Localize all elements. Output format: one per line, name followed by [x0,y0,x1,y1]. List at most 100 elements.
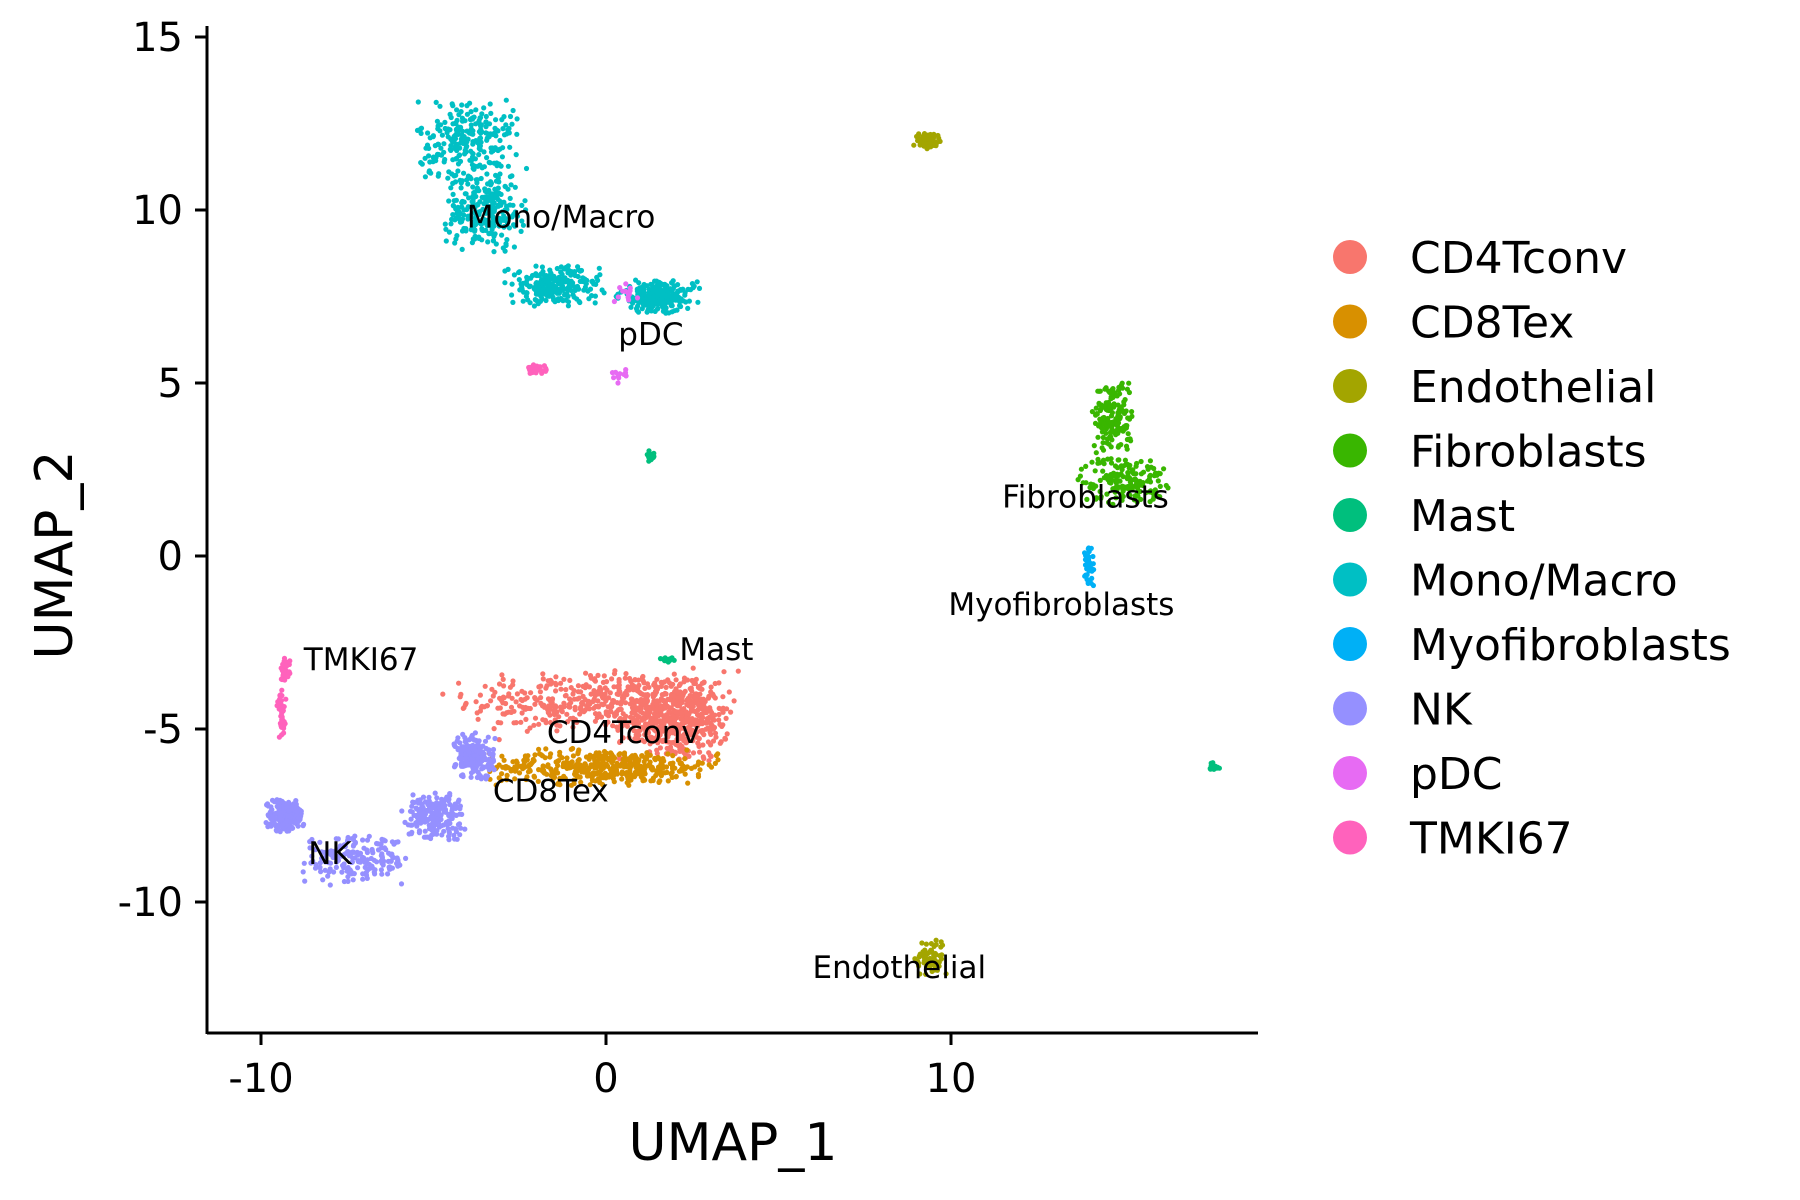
data-point [706,750,712,756]
data-point [443,226,449,232]
data-point [482,218,488,224]
data-point [357,850,363,856]
data-point [654,306,661,312]
data-point [540,763,546,769]
data-point [684,747,690,753]
data-point [675,727,681,733]
data-point [553,674,559,680]
data-point [722,736,729,742]
data-point [524,274,530,280]
data-point [278,708,285,714]
data-point [483,194,489,200]
data-point [558,680,564,686]
data-point [574,719,580,726]
data-point [644,692,651,698]
data-point [647,759,653,765]
data-point [459,759,465,766]
data-point [596,265,602,271]
data-point [1113,416,1119,422]
data-point [443,238,449,244]
y-tick-label: -5 [143,707,183,753]
data-point [1129,409,1135,415]
data-point [1150,490,1157,496]
data-point [378,858,385,864]
data-point [671,283,678,289]
data-point [649,303,655,310]
data-point [593,763,599,769]
data-point [432,790,438,796]
data-point [279,693,285,699]
data-point [623,671,629,677]
data-point [685,305,691,311]
data-point [1101,421,1107,427]
data-point [491,223,497,229]
data-point [445,134,451,140]
data-point [1100,426,1106,432]
data-point [1120,385,1126,391]
data-point [408,822,414,828]
data-point [422,174,428,180]
data-point [1135,481,1142,487]
data-point [302,878,308,884]
data-point [513,152,519,158]
data-point [488,179,494,185]
data-point [654,701,660,707]
data-point [1088,580,1094,586]
data-point [499,753,505,759]
data-point [627,758,633,764]
data-point [571,777,577,783]
data-point [347,867,353,873]
data-point [277,699,283,705]
data-point [447,111,453,117]
data-point [522,753,529,759]
data-point [511,272,517,278]
data-point [572,707,578,713]
data-point [512,776,518,782]
data-point [455,747,461,753]
data-point [601,748,608,755]
data-point [522,706,529,712]
legend-label: Myofibroblasts [1410,620,1731,671]
data-point [281,655,288,661]
data-point [422,155,428,161]
data-point [466,130,472,136]
data-point [682,688,688,695]
data-point [510,299,516,305]
data-point [500,711,506,717]
data-point [496,681,503,687]
data-point [450,121,456,127]
data-point [524,728,530,734]
data-point [582,278,588,284]
data-point [503,242,509,248]
data-point [664,287,670,294]
data-point [441,149,447,155]
data-point [339,869,345,875]
data-point [398,881,405,887]
data-point [724,731,730,737]
data-point [439,132,445,138]
data-point [536,746,542,752]
data-point [928,136,934,142]
data-point [496,737,502,743]
data-point [539,289,545,295]
data-point [487,230,493,236]
data-point [452,240,458,246]
data-point [657,706,664,712]
data-point [473,213,479,219]
data-point [688,693,694,699]
data-point [1100,457,1107,463]
data-point [484,773,490,779]
data-point [448,221,454,227]
data-point [1092,420,1099,426]
data-point [658,679,664,685]
data-point [578,706,584,712]
data-point [327,866,333,872]
data-point [567,764,574,771]
data-point [595,714,602,720]
data-point [504,777,510,783]
data-point [675,695,681,701]
data-point [703,726,709,732]
data-point [609,676,615,682]
data-point [452,801,458,807]
data-point [1088,481,1094,487]
